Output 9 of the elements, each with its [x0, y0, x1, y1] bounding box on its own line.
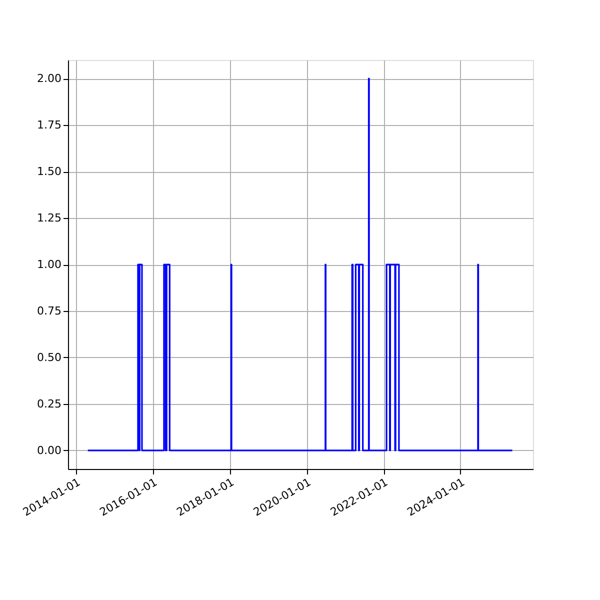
y-tick-label: 0.75: [37, 304, 62, 318]
y-tick-label: 0.50: [37, 350, 62, 364]
y-tick-label: 0.25: [37, 397, 62, 410]
y-tick-label: 1.25: [37, 212, 62, 225]
y-tick-label: 1.50: [37, 165, 62, 178]
y-tick-label: 1.00: [37, 258, 62, 271]
y-tick-label: 0.00: [37, 444, 62, 457]
y-tick-label: 1.75: [37, 118, 62, 132]
y-tick-label: 2.00: [37, 72, 62, 86]
